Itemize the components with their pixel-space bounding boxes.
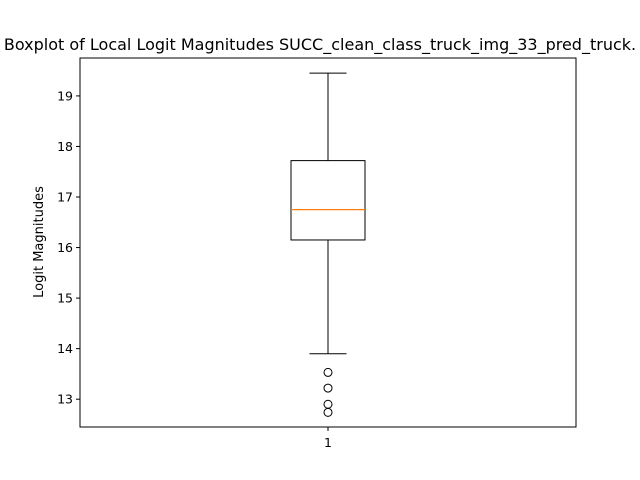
- y-tick-label: 19: [57, 88, 73, 103]
- y-axis-ticks: 13 14 15 16 17 18 19: [57, 88, 80, 407]
- y-tick-label: 14: [57, 341, 73, 356]
- y-tick-label: 17: [57, 190, 73, 205]
- y-axis-label: Logit Magnitudes: [32, 186, 47, 298]
- x-tick-label: 1: [324, 435, 332, 450]
- outlier-point: [323, 399, 333, 409]
- outlier-point: [323, 383, 333, 393]
- y-tick-label: 18: [57, 139, 73, 154]
- chart-title: Boxplot of Local Logit Magnitudes SUCC_c…: [4, 35, 636, 55]
- x-axis-ticks: 1: [324, 427, 332, 450]
- outlier-point: [323, 407, 333, 417]
- y-tick-label: 16: [57, 240, 73, 255]
- iqr-box: [290, 160, 366, 241]
- box-series: [290, 72, 366, 417]
- y-tick-label: 15: [57, 291, 73, 306]
- outlier-point: [323, 367, 333, 377]
- y-tick-label: 13: [57, 392, 73, 407]
